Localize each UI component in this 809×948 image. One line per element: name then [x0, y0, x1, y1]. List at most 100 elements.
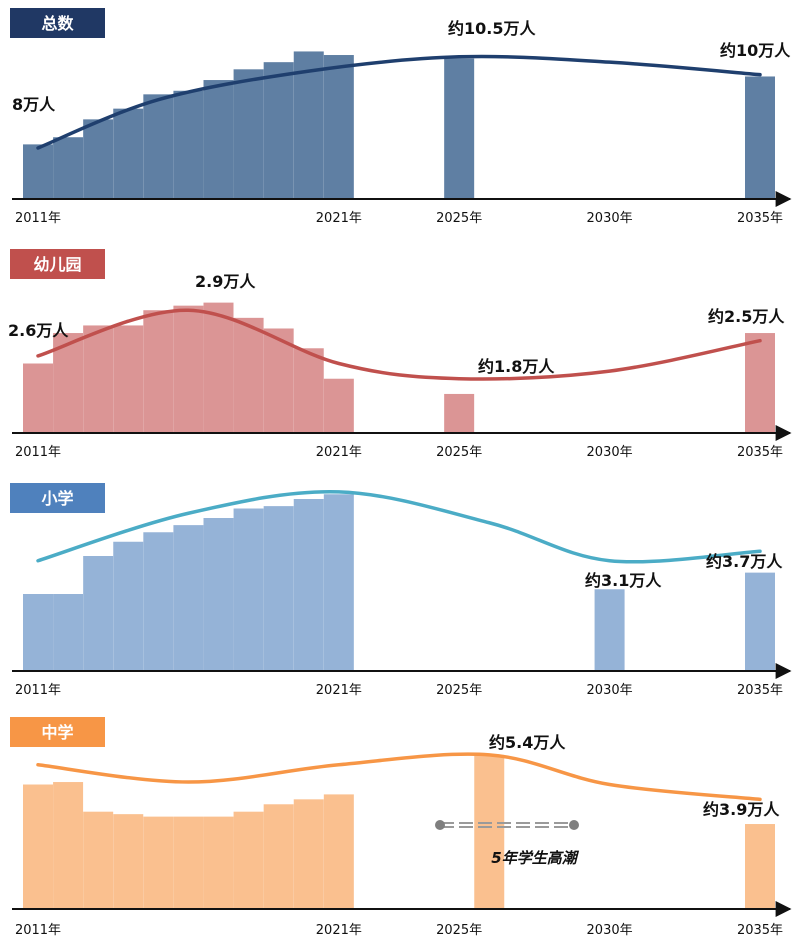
bar: [113, 108, 144, 198]
panel-label: 中学: [10, 717, 105, 747]
x-tick-label: 2025年: [436, 923, 482, 938]
panel-0: 总数 2011年 2021年 2025年 2030年 2035年 8万人 约10.5万人约10…: [10, 8, 792, 226]
x-tick-label: 2035年: [737, 683, 783, 698]
bar: [83, 325, 114, 432]
panel-1: 幼儿园 2011年 2021年 2025年 2030年 2035年 2.6万人 2.9万人约1…: [8, 249, 792, 460]
bar: [474, 754, 505, 908]
bar: [143, 310, 174, 432]
x-tick-label: 2030年: [587, 923, 633, 938]
bar: [293, 348, 324, 432]
bar: [173, 525, 204, 670]
bar: [293, 51, 324, 198]
panel-title: 中学: [41, 723, 73, 742]
bar: [203, 302, 234, 432]
bar: [53, 782, 84, 908]
bar: [293, 799, 324, 908]
x-tick-label: 2011年: [15, 445, 61, 460]
panel-label: 总数: [10, 8, 105, 38]
bar: [143, 94, 174, 198]
bar: [23, 363, 53, 432]
bar: [745, 824, 775, 908]
x-tick-label: 2011年: [15, 923, 61, 938]
value-annotation: 约10万人: [720, 41, 791, 60]
bar: [143, 816, 174, 908]
trend-line: [36, 752, 762, 802]
range-start-dot: [435, 820, 445, 830]
value-annotation: 约3.1万人: [585, 571, 662, 590]
panel-label: 幼儿园: [10, 249, 105, 279]
bar: [173, 305, 204, 432]
trend-line: [36, 308, 762, 381]
panel-label-bg: [10, 717, 105, 747]
bar: [263, 62, 294, 198]
x-tick-label: 2025年: [436, 445, 482, 460]
panel-label-bg: [10, 249, 105, 279]
value-annotation: 约5.4万人: [489, 733, 566, 752]
panel-2: 小学 2011年 2021年 2025年 2030年 2035年 约3.1万人 约3.7万人: [10, 483, 792, 698]
value-annotation: 约2.5万人: [708, 307, 785, 326]
bar: [263, 506, 294, 670]
x-tick-label: 2021年: [316, 923, 362, 938]
panel-title: 小学: [41, 489, 73, 508]
bar: [173, 90, 204, 198]
trend-line: [36, 489, 762, 564]
bar: [23, 784, 53, 908]
x-tick-label: 2011年: [15, 211, 61, 226]
x-tick-label: 2035年: [737, 923, 783, 938]
value-annotation: 约10.5万人: [448, 19, 536, 38]
bar: [23, 594, 53, 670]
peak-range-marker: 5年学生高潮: [435, 820, 580, 867]
x-tick-label: 2030年: [587, 445, 633, 460]
bar: [444, 58, 475, 198]
value-annotation: 8万人: [12, 95, 56, 114]
range-end-dot: [569, 820, 579, 830]
bar: [83, 811, 114, 908]
bar: [233, 508, 264, 670]
bar: [745, 572, 775, 670]
bar: [53, 594, 84, 670]
bar: [203, 816, 234, 908]
x-tick-label: 2025年: [436, 211, 482, 226]
bar: [323, 794, 354, 908]
bar: [83, 556, 114, 670]
value-annotation: 2.6万人: [8, 321, 69, 340]
value-annotation: 约3.7万人: [706, 552, 783, 571]
bar: [745, 333, 775, 432]
trend-line: [36, 54, 762, 150]
value-annotation: 2.9万人: [195, 272, 256, 291]
panel-label-bg: [10, 8, 105, 38]
bar: [113, 814, 144, 908]
bar: [745, 76, 775, 198]
x-tick-label: 2035年: [737, 445, 783, 460]
bar: [444, 393, 475, 432]
x-tick-label: 2021年: [316, 683, 362, 698]
x-tick-label: 2011年: [15, 683, 61, 698]
bar: [23, 144, 53, 198]
panel-title: 总数: [41, 14, 74, 33]
panel-title: 幼儿园: [33, 255, 81, 274]
panel-label: 小学: [10, 483, 105, 513]
range-label: 5年学生高潮: [491, 849, 579, 867]
bar: [143, 532, 174, 670]
bar: [173, 816, 204, 908]
bar: [203, 518, 234, 670]
bar: [233, 317, 264, 432]
panel-label-bg: [10, 483, 105, 513]
bar: [113, 541, 144, 670]
x-tick-label: 2030年: [587, 211, 633, 226]
value-annotation: 约1.8万人: [478, 357, 555, 376]
bar: [263, 804, 294, 908]
bar: [323, 378, 354, 432]
bar: [594, 589, 625, 670]
x-tick-label: 2021年: [316, 445, 362, 460]
x-tick-label: 2021年: [316, 211, 362, 226]
bar: [323, 494, 354, 670]
x-tick-label: 2030年: [587, 683, 633, 698]
bar: [323, 55, 354, 199]
bar: [203, 80, 234, 198]
bar: [293, 499, 324, 670]
bar: [233, 69, 264, 198]
bar: [53, 137, 84, 198]
x-tick-label: 2035年: [737, 211, 783, 226]
